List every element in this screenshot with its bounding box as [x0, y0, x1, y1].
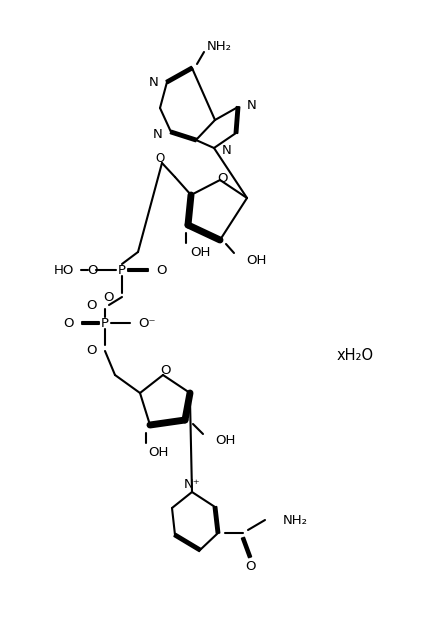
Text: O: O	[160, 364, 170, 376]
Text: O: O	[245, 559, 255, 573]
Text: N⁺: N⁺	[184, 479, 200, 492]
Text: O: O	[104, 291, 114, 303]
Text: OH: OH	[148, 445, 168, 458]
Text: OH: OH	[246, 253, 267, 266]
Text: xH₂O: xH₂O	[336, 348, 374, 362]
Text: P: P	[101, 317, 109, 330]
Text: O: O	[63, 317, 74, 330]
Text: O: O	[87, 298, 97, 312]
Text: OH: OH	[215, 433, 236, 447]
Text: N: N	[247, 99, 257, 111]
Text: OH: OH	[190, 246, 210, 259]
Text: N: N	[152, 127, 162, 141]
Text: O: O	[156, 152, 165, 164]
Text: O⁻: O⁻	[138, 317, 156, 330]
Text: O: O	[87, 344, 97, 356]
Text: N: N	[222, 143, 232, 157]
Text: NH₂: NH₂	[283, 513, 308, 527]
Text: N: N	[148, 76, 158, 88]
Text: HO: HO	[54, 264, 74, 276]
Text: O: O	[87, 264, 97, 276]
Text: P: P	[118, 264, 126, 276]
Text: O: O	[217, 172, 227, 184]
Text: NH₂: NH₂	[207, 40, 232, 52]
Text: O: O	[156, 264, 166, 276]
